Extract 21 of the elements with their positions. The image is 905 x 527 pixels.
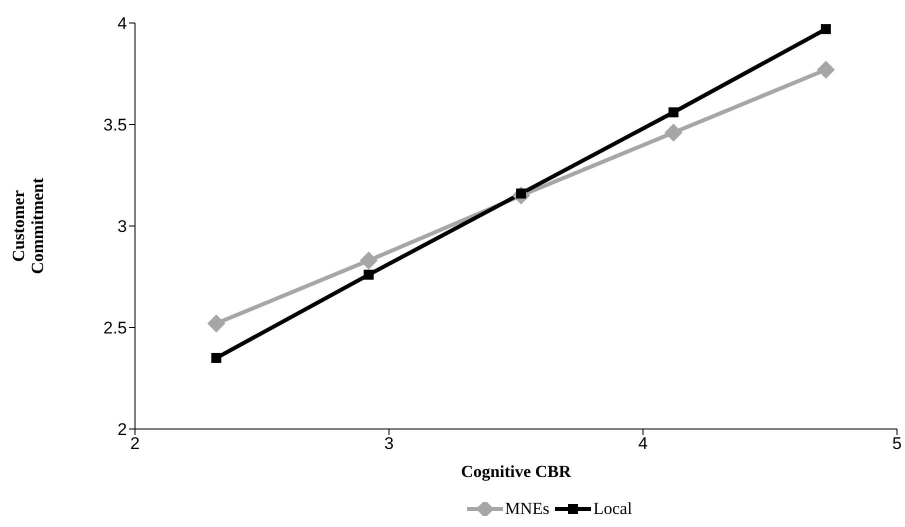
point: [207, 314, 226, 332]
x-tick-label: 2: [130, 434, 140, 454]
x-tick-label: 5: [892, 434, 902, 454]
y-axis-title: Customer Commitment: [9, 178, 47, 274]
point: [668, 107, 678, 118]
point: [664, 124, 682, 142]
point: [820, 24, 831, 34]
x-tick-label: 3: [384, 434, 394, 454]
legend-label: Local: [593, 499, 632, 519]
x-axis-title: Cognitive CBR: [460, 462, 572, 481]
y-tick-label: 2.5: [103, 318, 127, 338]
y-tick-label: 2: [118, 420, 127, 440]
y-tick-label: 4: [118, 14, 127, 34]
legend-label: MNEs: [504, 499, 550, 519]
point: [211, 352, 222, 363]
x-tick-label: 4: [638, 434, 648, 454]
point: [816, 60, 835, 79]
point: [364, 270, 374, 280]
y-tick-label: 3.5: [103, 116, 127, 135]
y-tick-label: 3: [118, 217, 127, 236]
point: [360, 252, 378, 270]
